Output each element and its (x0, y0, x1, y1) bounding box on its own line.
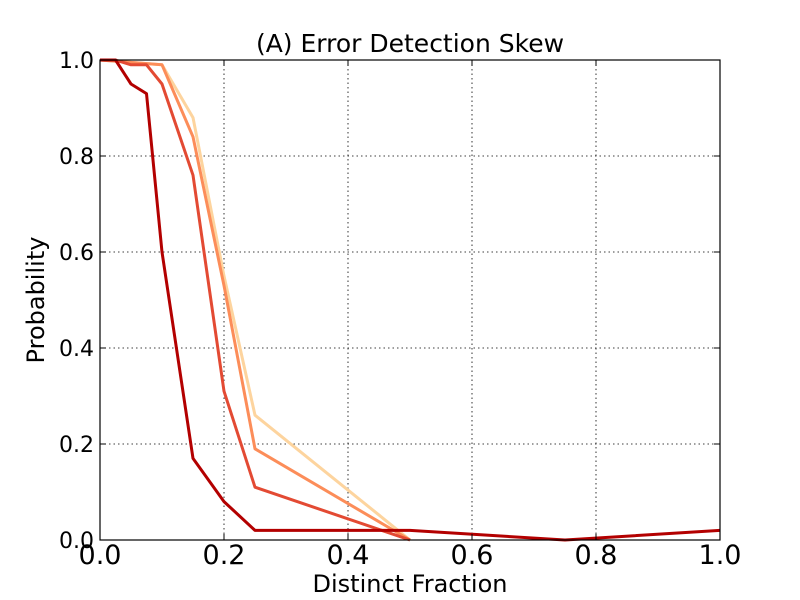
x-tick-label: 0.6 (451, 540, 494, 571)
plot-frame (99, 59, 721, 541)
axis-ticks (99, 59, 721, 541)
x-tick-labels: 0.0 0.2 0.4 0.6 0.8 1.0 (79, 540, 742, 571)
x-axis-label: Distinct Fraction (313, 570, 508, 598)
grid (100, 60, 720, 540)
x-tick-label: 0.4 (327, 540, 370, 571)
y-tick-label: 1.0 (59, 49, 94, 74)
y-tick-label: 0.8 (59, 145, 94, 170)
chart-title: (A) Error Detection Skew (256, 29, 564, 58)
y-tick-label: 0.2 (59, 433, 94, 458)
x-tick-label: 0.2 (203, 540, 246, 571)
series-line-4 (100, 58, 721, 542)
series-line-1 (99, 58, 411, 542)
y-tick-label: 0.0 (59, 529, 94, 554)
series-line-2 (99, 58, 411, 542)
y-tick-label: 0.4 (59, 337, 94, 362)
y-axis-label: Probability (22, 237, 50, 364)
x-tick-label: 1.0 (699, 540, 742, 571)
series-line-3 (100, 58, 411, 542)
y-tick-labels: 0.0 0.2 0.4 0.6 0.8 1.0 (59, 49, 94, 554)
y-tick-label: 0.6 (59, 241, 94, 266)
x-tick-label: 0.8 (575, 540, 618, 571)
x-tick-label: 0.0 (79, 540, 122, 571)
series-lines (99, 58, 721, 542)
